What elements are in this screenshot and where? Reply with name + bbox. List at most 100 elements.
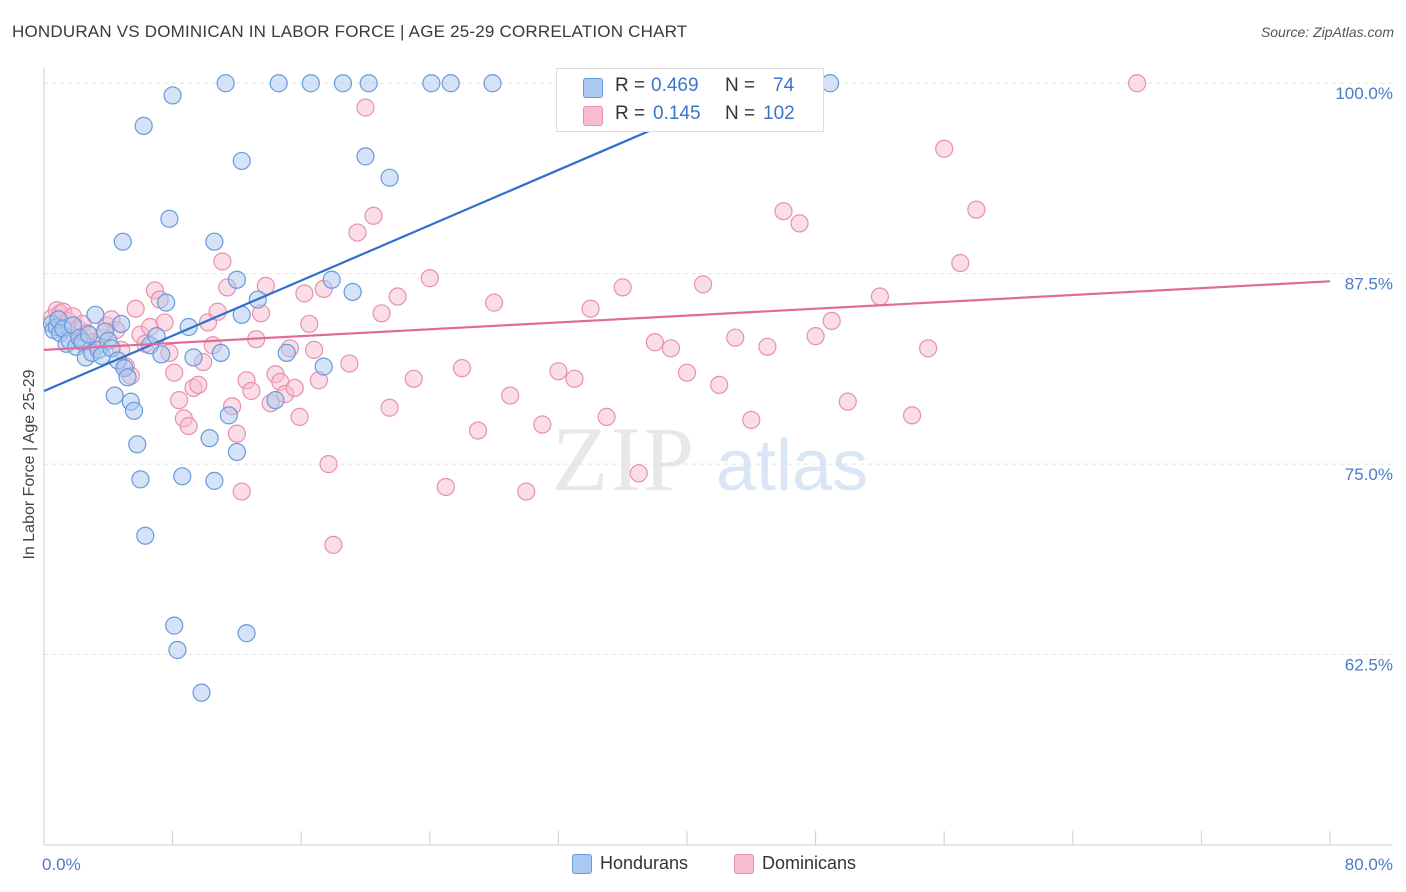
point-dominican: [629, 464, 648, 483]
point-honduran: [277, 343, 296, 362]
point-dominican: [549, 362, 568, 381]
point-honduran: [184, 348, 203, 367]
point-honduran: [152, 345, 171, 364]
point-dominican: [742, 410, 761, 430]
point-honduran: [211, 343, 230, 362]
legend-row-dominicans: R = 0.145 N = 102: [557, 101, 823, 129]
gridlines: [44, 82, 1392, 656]
point-honduran: [163, 86, 182, 105]
series-legend: Hondurans Dominicans: [0, 852, 1406, 878]
point-dominican: [179, 416, 198, 436]
point-dominican: [951, 253, 970, 273]
point-dominican: [290, 407, 309, 426]
legend-r-value: 0.145: [653, 103, 701, 124]
point-dominican: [372, 304, 391, 323]
watermark-zip: ZIP: [552, 408, 696, 510]
point-dominican: [300, 314, 319, 334]
y-axis-label: In Labor Force | Age 25-29: [21, 369, 38, 559]
point-honduran: [219, 406, 238, 425]
trend-line-dominicans: [43, 280, 1331, 351]
point-dominican: [597, 407, 616, 426]
point-dominican: [517, 482, 536, 501]
point-honduran: [266, 391, 285, 410]
point-dominican: [790, 214, 809, 233]
axes: [43, 68, 1392, 846]
correlation-legend: R = 0.469 N = 74 R = 0.145 N = 102: [556, 68, 824, 132]
point-dominican: [356, 98, 375, 117]
point-honduran: [356, 147, 375, 166]
point-dominican: [364, 206, 383, 225]
point-dominican: [126, 299, 145, 318]
point-dominican: [452, 359, 472, 378]
point-dominican: [501, 386, 520, 405]
point-honduran: [168, 640, 187, 660]
point-honduran: [136, 526, 155, 545]
legend-n-label: N =: [725, 103, 756, 124]
legend-swatch-dominicans: [734, 854, 754, 874]
point-dominican: [693, 275, 713, 294]
x-tick-label: 0.0%: [42, 855, 81, 874]
point-honduran: [192, 683, 211, 702]
y-tick-label: 62.5%: [1345, 656, 1393, 675]
y-tick-label: 100.0%: [1335, 84, 1393, 103]
axis-labels: 62.5% 75.0% 87.5% 100.0% 0.0% 80.0% In Labor F…: [21, 84, 1393, 874]
point-dominican: [227, 424, 246, 443]
point-dominican: [565, 369, 584, 388]
point-honduran: [232, 151, 251, 171]
point-honduran: [483, 74, 502, 93]
legend-swatch-hondurans: [572, 854, 592, 874]
point-honduran: [820, 74, 840, 93]
point-dominican: [870, 287, 890, 306]
point-dominican: [822, 311, 841, 331]
point-honduran: [422, 74, 441, 93]
point-dominican: [661, 339, 681, 358]
point-honduran: [79, 325, 99, 344]
legend-n-label: N =: [725, 75, 756, 96]
source-label: Source: ZipAtlas.com: [1260, 24, 1394, 40]
point-dominican: [758, 337, 777, 356]
point-dominican: [645, 333, 664, 352]
legend-r-label: R =: [615, 75, 646, 96]
legend-row-hondurans: R = 0.469 N = 74: [557, 73, 823, 101]
point-dominican: [242, 381, 261, 401]
point-honduran: [227, 442, 246, 462]
point-honduran: [131, 470, 150, 489]
legend-n-value: 102: [763, 103, 795, 124]
watermark: ZIP atlas: [552, 408, 868, 510]
point-honduran: [124, 401, 144, 420]
point-dominican: [208, 302, 227, 321]
point-honduran: [157, 293, 176, 312]
point-dominican: [319, 455, 338, 474]
point-honduran: [200, 429, 219, 448]
chart-title: HONDURAN VS DOMINICAN IN LABOR FORCE | A…: [12, 22, 688, 41]
point-dominican: [838, 392, 857, 411]
point-honduran: [205, 471, 224, 490]
point-dominican: [388, 287, 407, 306]
legend-n-value: 74: [773, 75, 795, 96]
point-honduran: [112, 314, 131, 334]
legend-label-hondurans: Hondurans: [600, 853, 689, 873]
point-honduran: [322, 270, 341, 289]
point-honduran: [343, 282, 362, 302]
point-dominican: [1127, 74, 1147, 93]
point-honduran: [128, 435, 147, 454]
point-honduran: [205, 232, 224, 251]
legend-label-dominicans: Dominicans: [762, 853, 857, 873]
point-honduran: [333, 74, 353, 93]
point-dominican: [213, 252, 232, 271]
watermark-atlas: atlas: [716, 426, 868, 506]
point-honduran: [113, 232, 132, 251]
point-dominican: [677, 363, 697, 382]
point-dominican: [324, 535, 343, 554]
point-dominican: [533, 415, 552, 434]
point-dominican: [468, 421, 488, 440]
legend-swatch-blue: [583, 78, 603, 98]
point-honduran: [105, 386, 124, 405]
point-honduran: [314, 357, 333, 376]
point-dominican: [726, 328, 745, 347]
point-dominican: [806, 327, 825, 346]
point-dominican: [902, 406, 922, 425]
point-dominican: [935, 139, 954, 158]
point-dominican: [285, 378, 304, 398]
point-honduran: [227, 270, 246, 289]
